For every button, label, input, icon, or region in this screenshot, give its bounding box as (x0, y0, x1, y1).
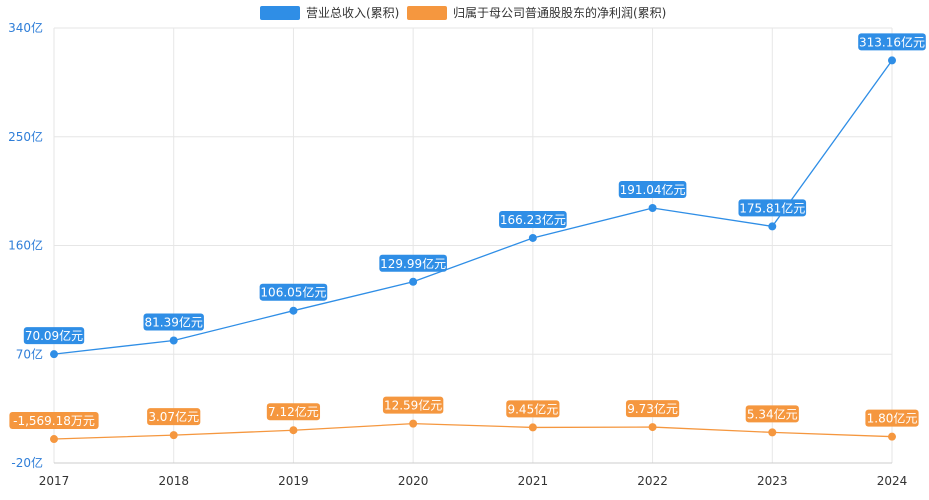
data-label-text: 9.45亿元 (507, 401, 558, 416)
data-label-text: 106.05亿元 (260, 285, 326, 300)
data-label-box (499, 210, 567, 228)
data-point[interactable] (888, 56, 896, 65)
x-tick-label: 2021 (518, 474, 549, 488)
data-label-box (738, 199, 807, 217)
data-point[interactable] (289, 426, 298, 435)
data-point[interactable] (768, 222, 777, 231)
data-label-box (259, 283, 328, 301)
data-label-text: 129.99亿元 (380, 256, 446, 271)
x-tick-label: 2019 (278, 474, 309, 488)
legend-swatch (407, 6, 447, 20)
data-label-text: 7.12亿元 (268, 404, 319, 419)
data-label-text: 12.59亿元 (384, 398, 442, 413)
data-label-text: 175.81亿元 (739, 200, 805, 215)
series-line (53, 422, 893, 440)
data-label-text: 9.73亿元 (627, 401, 678, 416)
data-label-text: 313.16亿元 (859, 34, 925, 49)
legend: 营业总收入(累积) 归属于母公司普通股股东的净利润(累积) (260, 5, 666, 20)
data-label: -1,569.18万元 (9, 412, 99, 430)
data-label: 166.23亿元 (499, 210, 567, 228)
data-label-box (506, 400, 560, 418)
y-tick-label: 250亿 (8, 129, 43, 144)
legend-swatch (260, 6, 300, 20)
x-tick-label: 2022 (637, 474, 668, 488)
data-label-box (865, 409, 919, 427)
data-point[interactable] (768, 428, 777, 437)
data-label-box (625, 400, 680, 418)
data-point[interactable] (409, 277, 418, 286)
data-label-text: 166.23亿元 (500, 212, 566, 227)
data-label: 3.07亿元 (147, 408, 201, 426)
data-label: 12.59亿元 (382, 396, 444, 414)
data-label-text: 3.07亿元 (148, 409, 199, 424)
data-point[interactable] (409, 419, 418, 428)
data-label-box (745, 405, 799, 423)
data-label-box (618, 180, 687, 198)
data-label-box (147, 408, 201, 426)
data-label-text: -1,569.18万元 (13, 414, 95, 428)
data-point[interactable] (888, 432, 896, 441)
data-point[interactable] (169, 336, 178, 345)
legend-item[interactable]: 归属于母公司普通股股东的净利润(累积) (407, 5, 666, 20)
y-tick-label: -20亿 (11, 455, 43, 470)
data-label: 9.45亿元 (506, 400, 560, 418)
x-tick-label: 2020 (398, 474, 429, 488)
data-label: 1.80亿元 (865, 409, 919, 427)
data-label: 5.34亿元 (745, 405, 799, 423)
series-1: 70.09亿元 81.39亿元 106.05亿元 129.99亿元 166.23亿元 19… (23, 33, 926, 359)
data-point[interactable] (50, 435, 58, 444)
legend-label: 营业总收入(累积) (306, 6, 399, 20)
data-label-box (858, 33, 926, 51)
data-point[interactable] (528, 423, 537, 432)
data-label: 70.09亿元 (23, 327, 85, 345)
data-label-box (143, 313, 204, 331)
y-tick-label: 160亿 (8, 238, 43, 253)
series-line (53, 60, 893, 355)
legend-label: 归属于母公司普通股股东的净利润(累积) (453, 5, 666, 20)
data-label-text: 70.09亿元 (25, 328, 83, 343)
series-2: -1,569.18万元 3.07亿元 7.12亿元 12.59亿元 9.45亿元 9.73… (9, 396, 919, 444)
x-tick-label: 2024 (877, 474, 908, 488)
data-label-text: 5.34亿元 (747, 406, 798, 421)
data-label: 191.04亿元 (618, 180, 687, 198)
data-label-text: 1.80亿元 (867, 411, 918, 426)
x-tick-label: 2023 (757, 474, 788, 488)
data-point[interactable] (289, 306, 298, 315)
data-label-text: 81.39亿元 (145, 314, 203, 329)
series: 70.09亿元 81.39亿元 106.05亿元 129.99亿元 166.23亿元 19… (9, 33, 926, 444)
x-tick-label: 2018 (158, 474, 189, 488)
data-label: 129.99亿元 (379, 254, 447, 272)
data-point[interactable] (528, 233, 537, 242)
data-label: 175.81亿元 (738, 199, 807, 217)
data-label: 106.05亿元 (259, 283, 328, 301)
data-label-box (9, 412, 99, 430)
data-point[interactable] (648, 203, 657, 212)
data-label-box (266, 403, 321, 421)
data-label-box (382, 396, 444, 414)
data-label-text: 191.04亿元 (620, 182, 686, 197)
legend-item[interactable]: 营业总收入(累积) (260, 6, 399, 20)
grid (53, 27, 893, 464)
data-label: 81.39亿元 (143, 313, 204, 331)
y-tick-label: 70亿 (16, 346, 43, 361)
data-point[interactable] (169, 431, 178, 440)
data-label: 313.16亿元 (858, 33, 926, 51)
data-point[interactable] (648, 423, 657, 432)
data-label: 9.73亿元 (625, 400, 680, 418)
y-tick-label: 340亿 (8, 20, 43, 35)
data-label: 7.12亿元 (266, 403, 321, 421)
data-point[interactable] (50, 350, 58, 359)
x-tick-label: 2017 (39, 474, 70, 488)
axes: 340亿 250亿 160亿 70亿 -20亿 2017 2018 2019 2020 2021 2… (8, 20, 907, 488)
data-label-box (23, 327, 85, 345)
data-label-box (379, 254, 447, 272)
